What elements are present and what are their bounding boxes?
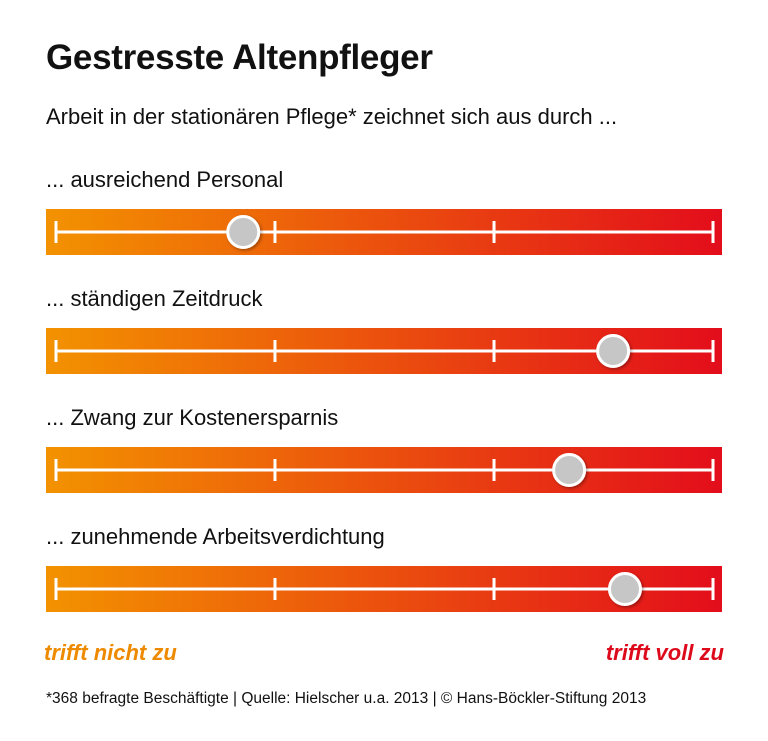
scale-marker-1 xyxy=(226,215,261,249)
scale-marker-3 xyxy=(552,453,587,487)
item-label-4: ... zunehmende Arbeitsverdichtung xyxy=(46,524,385,549)
scale-marker-4 xyxy=(607,572,642,606)
chart-subtitle: Arbeit in der stationären Pflege* zeichn… xyxy=(46,104,618,129)
footnote: *368 befragte Beschäftigte | Quelle: Hie… xyxy=(46,690,647,707)
chart-title: Gestresste Altenpfleger xyxy=(46,38,433,77)
item-label-2: ... ständigen Zeitdruck xyxy=(46,286,263,311)
scale-min-label: trifft nicht zu xyxy=(44,640,177,665)
item-label-1: ... ausreichend Personal xyxy=(46,167,284,192)
scale-marker-2 xyxy=(596,334,631,368)
item-label-3: ... Zwang zur Kostenersparnis xyxy=(46,405,339,430)
scale-max-label: trifft voll zu xyxy=(605,640,724,665)
